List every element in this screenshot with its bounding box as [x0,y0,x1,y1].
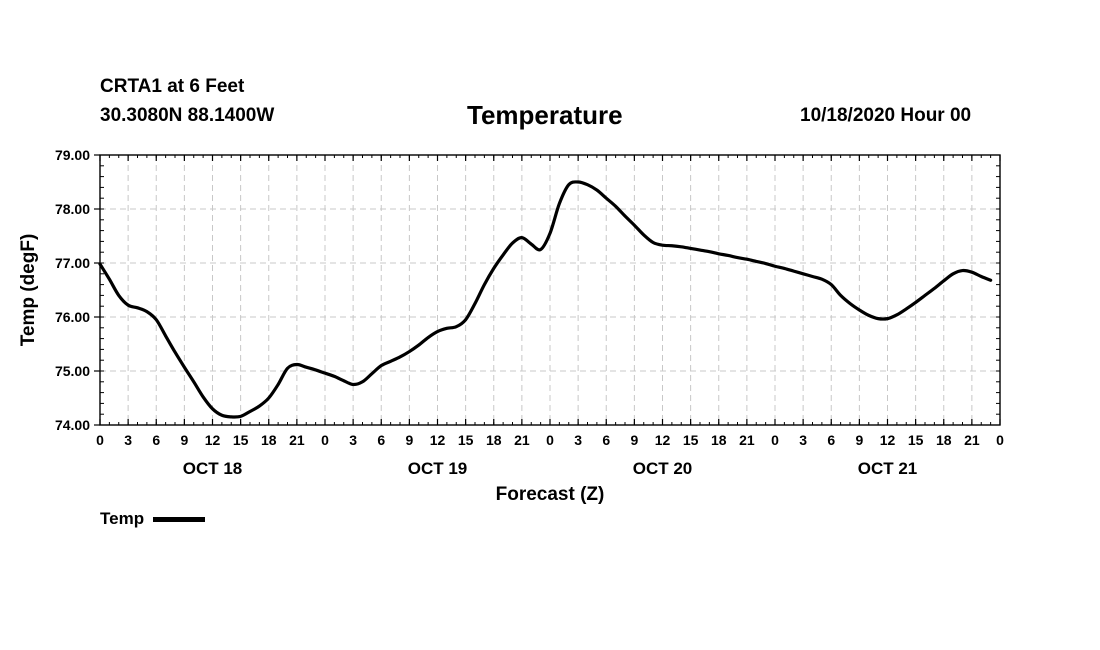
x-tick-label: 6 [602,432,610,448]
x-tick-label: 15 [683,432,699,448]
x-tick-label: 6 [827,432,835,448]
date-label: OCT 20 [633,459,693,478]
date-label: OCT 21 [858,459,918,478]
x-tick-label: 12 [205,432,221,448]
x-tick-label: 18 [936,432,952,448]
x-tick-label: 6 [152,432,160,448]
y-tick-label: 74.00 [55,417,90,433]
x-tick-label: 9 [405,432,413,448]
chart-title: Temperature [467,100,623,130]
x-tick-label: 0 [771,432,779,448]
x-tick-label: 15 [458,432,474,448]
date-label: OCT 19 [408,459,468,478]
x-tick-label: 21 [514,432,530,448]
x-tick-label: 18 [261,432,277,448]
y-tick-label: 77.00 [55,255,90,271]
x-tick-label: 21 [964,432,980,448]
y-tick-label: 76.00 [55,309,90,325]
x-tick-label: 3 [799,432,807,448]
x-tick-label: 6 [377,432,385,448]
x-tick-label: 12 [880,432,896,448]
x-tick-label: 12 [655,432,671,448]
x-tick-label: 18 [486,432,502,448]
legend: Temp [100,509,206,529]
x-tick-label: 9 [180,432,188,448]
x-tick-label: 0 [546,432,554,448]
legend-line-swatch [153,516,206,522]
y-axis-title: Temp (degF) [18,234,39,347]
x-tick-label: 0 [321,432,329,448]
x-tick-label: 9 [630,432,638,448]
x-tick-label: 3 [574,432,582,448]
x-axis-title: Forecast (Z) [496,484,605,505]
forecast-date: 10/18/2020 Hour 00 [800,105,972,126]
y-tick-label: 78.00 [55,201,90,217]
plot-frame [99,154,1001,426]
x-tick-label: 21 [289,432,305,448]
station-label: CRTA1 at 6 Feet [100,76,245,97]
x-tick-label: 9 [855,432,863,448]
legend-label: Temp [100,509,145,528]
y-tick-label: 79.00 [55,147,90,163]
y-tick-label: 75.00 [55,363,90,379]
x-tick-label: 0 [996,432,1004,448]
date-label: OCT 18 [183,459,243,478]
x-tick-label: 21 [739,432,755,448]
x-tick-label: 3 [349,432,357,448]
station-coordinates: 30.3080N 88.1400W [100,105,275,126]
x-tick-label: 12 [430,432,446,448]
x-tick-label: 15 [233,432,249,448]
x-tick-label: 0 [96,432,104,448]
x-tick-label: 15 [908,432,924,448]
x-tick-label: 18 [711,432,727,448]
x-tick-label: 3 [124,432,132,448]
series-line-temp [98,180,993,419]
